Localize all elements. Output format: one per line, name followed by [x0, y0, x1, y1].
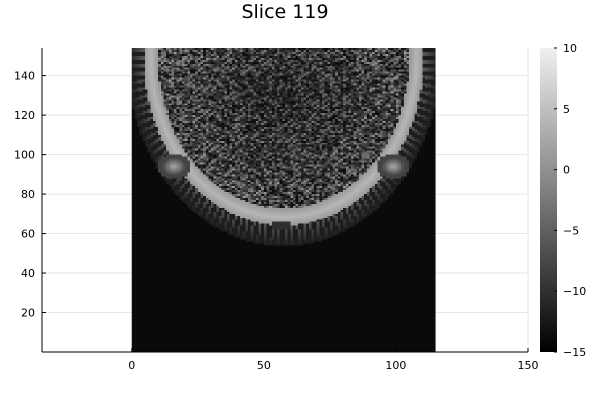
x-tick-label: 50 — [257, 359, 271, 372]
y-tick-label: 60 — [21, 228, 35, 241]
colorbar-tick-label: −10 — [563, 285, 586, 298]
axes — [41, 48, 528, 353]
colorbar-tick-label: 10 — [563, 42, 577, 55]
y-tick-label: 140 — [14, 70, 35, 83]
colorbar-tick-label: 5 — [563, 103, 570, 116]
y-tick-label: 20 — [21, 307, 35, 320]
colorbar-tick-label: 0 — [563, 164, 570, 177]
x-tick-label: 100 — [385, 359, 406, 372]
x-axis-ticks: 0 50 100 150 — [128, 348, 539, 372]
colorbar-gradient — [540, 48, 557, 352]
colorbar-tick-label: −15 — [563, 346, 586, 359]
y-tick-label: 80 — [21, 188, 35, 201]
x-tick-label: 150 — [518, 359, 539, 372]
colorbar: 10 5 0 −5 −10 −15 — [540, 42, 586, 359]
colorbar-tick-label: −5 — [563, 224, 579, 237]
heatmap-raster — [131, 48, 436, 352]
x-tick-label: 0 — [128, 359, 135, 372]
y-tick-label: 100 — [14, 149, 35, 162]
y-tick-label: 40 — [21, 267, 35, 280]
heatmap-image — [131, 48, 436, 352]
y-axis-ticks: 20 40 60 80 100 120 140 — [14, 70, 46, 320]
chart-title: Slice 119 — [241, 1, 328, 23]
y-tick-label: 120 — [14, 109, 35, 122]
